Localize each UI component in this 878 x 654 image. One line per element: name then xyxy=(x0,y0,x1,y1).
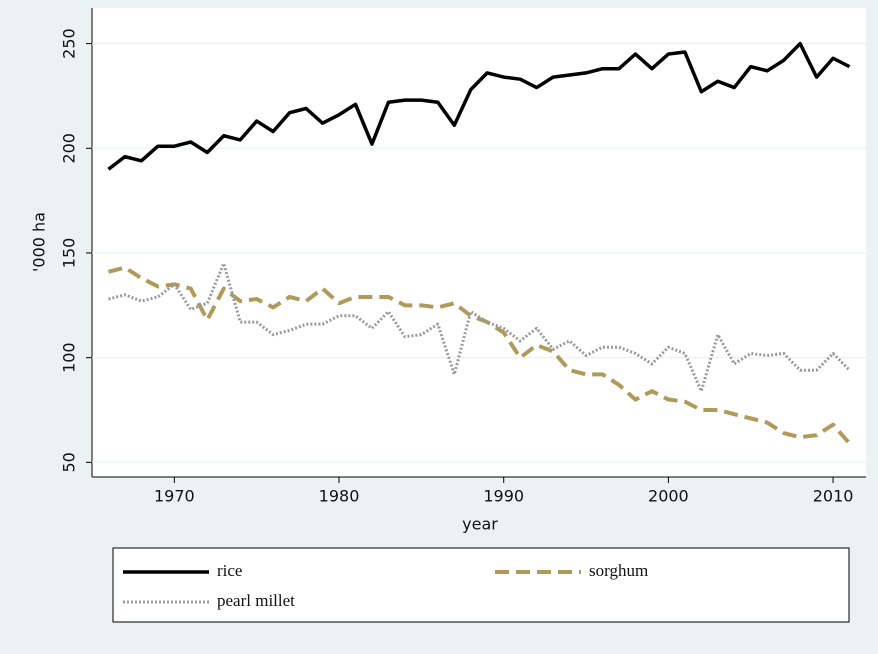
x-tick-label: 1980 xyxy=(319,487,360,506)
y-tick-label: 50 xyxy=(60,452,79,472)
legend-label: rice xyxy=(217,561,242,580)
line-series xyxy=(107,41,851,171)
y-tick-label: 200 xyxy=(60,133,79,164)
line-series xyxy=(108,261,851,393)
line-series xyxy=(107,265,852,445)
y-tick-label: 150 xyxy=(60,238,79,269)
x-tick-label: 1970 xyxy=(154,487,195,506)
x-tick-label: 2010 xyxy=(813,487,854,506)
plot-area xyxy=(92,8,866,477)
y-tick-label: 250 xyxy=(60,28,79,59)
legend: rice sorghum pearl millet xyxy=(123,561,648,610)
x-tick-label: 2000 xyxy=(648,487,689,506)
legend-box xyxy=(112,547,850,623)
y-axis-label: '000 ha xyxy=(30,212,49,272)
y-tick-label: 100 xyxy=(60,342,79,373)
x-axis-label: year xyxy=(462,515,498,534)
legend-label: pearl millet xyxy=(217,591,295,610)
legend-label: sorghum xyxy=(589,561,648,580)
x-tick-label: 1990 xyxy=(483,487,524,506)
